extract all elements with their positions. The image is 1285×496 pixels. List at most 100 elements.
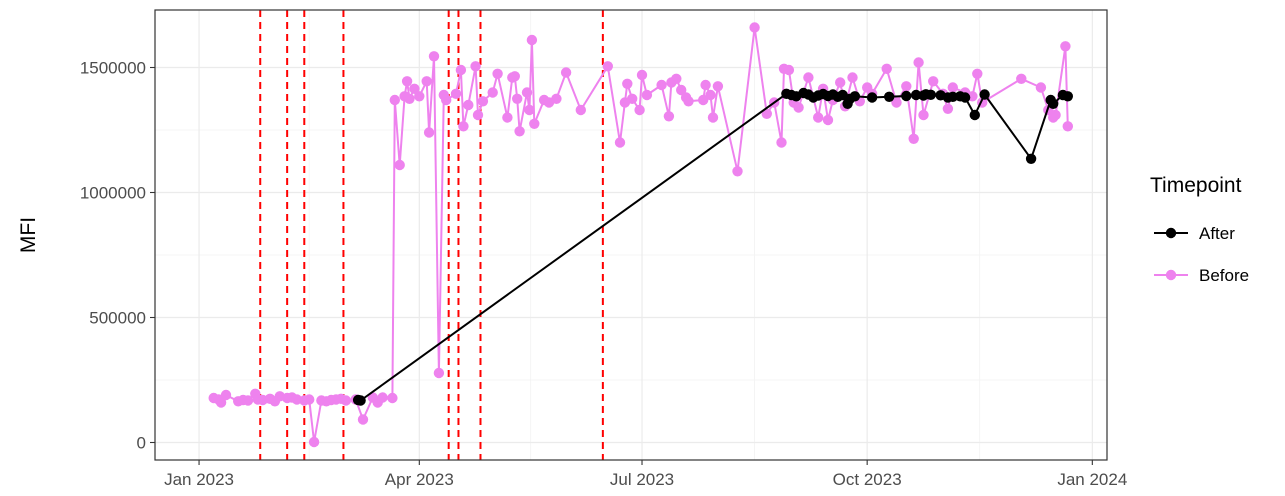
y-tick-label: 1500000: [80, 59, 146, 78]
legend-title: Timepoint: [1150, 174, 1242, 197]
data-point: [340, 395, 352, 406]
data-point: [409, 83, 420, 95]
data-point: [901, 81, 912, 92]
data-point: [972, 68, 983, 80]
data-point: [421, 76, 432, 87]
data-point: [969, 109, 980, 121]
data-point: [512, 93, 523, 105]
data-point: [947, 82, 958, 93]
grid-major: [155, 10, 1107, 460]
data-point: [463, 99, 474, 111]
data-point: [389, 94, 400, 106]
legend-key-point: [1165, 227, 1177, 239]
data-point: [526, 34, 538, 46]
data-point: [455, 64, 467, 76]
data-point: [433, 367, 445, 379]
data-point: [487, 87, 498, 98]
data-point: [891, 97, 902, 108]
data-point: [502, 112, 513, 123]
data-point: [509, 71, 520, 82]
data-point: [404, 93, 415, 105]
data-point: [803, 72, 814, 83]
data-point: [634, 104, 645, 116]
legend-key-point: [1165, 269, 1177, 281]
data-point: [614, 137, 626, 148]
data-point: [1016, 73, 1027, 85]
data-point: [928, 76, 939, 87]
series-before: [208, 22, 1074, 448]
data-point: [636, 69, 648, 81]
x-tick-label: Oct 2023: [833, 470, 902, 489]
data-point: [423, 127, 435, 138]
data-point: [925, 89, 936, 101]
data-point: [622, 78, 633, 90]
data-point: [215, 397, 227, 408]
data-point: [470, 61, 481, 72]
data-point: [472, 109, 484, 121]
data-point: [1062, 121, 1074, 132]
data-point: [849, 91, 861, 102]
data-point: [712, 81, 724, 92]
data-point: [959, 92, 971, 103]
series-line: [357, 92, 1069, 402]
data-point: [414, 91, 425, 102]
grid-minor: [155, 10, 1107, 460]
data-point: [551, 93, 562, 105]
data-point: [683, 96, 694, 107]
data-point: [627, 93, 638, 105]
data-point: [732, 166, 743, 177]
data-point: [793, 102, 804, 113]
data-point: [242, 395, 254, 406]
data-point: [1050, 109, 1061, 121]
x-tick-label: Apr 2023: [385, 470, 454, 489]
x-tick-label: Jul 2023: [610, 470, 674, 489]
legend-label: After: [1199, 224, 1235, 243]
data-point: [387, 392, 398, 404]
data-point: [908, 133, 919, 144]
data-point: [357, 414, 369, 425]
data-point: [220, 389, 232, 401]
data-point: [671, 73, 682, 85]
data-point: [847, 72, 858, 83]
y-axis-title: MFI: [17, 217, 40, 253]
data-point: [477, 96, 489, 107]
y-tick-label: 0: [137, 434, 146, 453]
data-point: [458, 121, 469, 132]
data-point: [377, 392, 388, 403]
data-point: [1025, 153, 1037, 164]
data-point: [866, 92, 878, 103]
data-point: [524, 104, 535, 116]
data-point: [835, 77, 846, 88]
data-point: [529, 118, 540, 129]
data-point: [947, 91, 958, 103]
data-point: [1060, 41, 1071, 52]
data-point: [910, 89, 922, 101]
data-point: [401, 76, 413, 87]
y-tick-label: 500000: [89, 309, 146, 328]
data-point: [700, 79, 711, 91]
data-point: [663, 111, 675, 122]
data-point: [942, 103, 954, 115]
legend: Timepoint After Before: [1150, 174, 1249, 285]
data-point: [1062, 91, 1074, 102]
legend-items: After Before: [1154, 224, 1249, 285]
data-point: [1035, 82, 1047, 93]
legend-item-before: Before: [1154, 266, 1249, 285]
data-point: [560, 67, 572, 78]
data-point: [813, 112, 824, 123]
x-tick-label: Jan 2024: [1057, 470, 1127, 489]
data-point: [1048, 98, 1059, 110]
data-point: [881, 63, 892, 74]
series-layer: [208, 22, 1074, 448]
data-point: [698, 94, 709, 106]
x-tick-label: Jan 2023: [164, 470, 234, 489]
data-point: [521, 87, 533, 98]
data-point: [394, 159, 405, 171]
data-point: [918, 109, 929, 121]
panel-border: [154, 9, 1108, 461]
axis-ticks: [150, 66, 1093, 465]
data-point: [304, 394, 315, 405]
data-point: [492, 68, 503, 80]
data-point: [450, 88, 462, 100]
